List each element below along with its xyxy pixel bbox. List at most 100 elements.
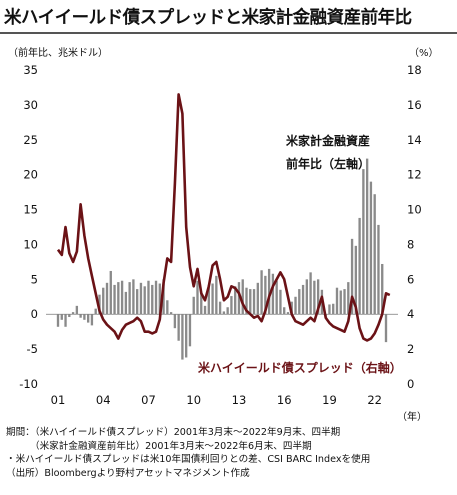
asset-growth-bar [237, 282, 241, 315]
asset-growth-bar [158, 283, 161, 315]
asset-growth-bar [222, 311, 226, 315]
asset-growth-bar [369, 181, 373, 315]
asset-growth-bar [313, 280, 316, 315]
title-divider [0, 32, 457, 34]
asset-growth-bar [94, 308, 97, 315]
asset-growth-bar [362, 169, 365, 315]
asset-growth-bar [64, 314, 67, 327]
left-tick-label: 10 [23, 237, 38, 251]
asset-growth-bar [245, 287, 248, 315]
asset-growth-bar [98, 294, 101, 315]
asset-growth-bar [90, 314, 94, 326]
asset-growth-bar [283, 307, 286, 315]
asset-growth-bar [384, 314, 388, 343]
asset-growth-bar [226, 307, 229, 315]
left-tick-label: 20 [23, 168, 38, 182]
x-tick-label: 13 [232, 393, 247, 407]
asset-growth-bar [286, 312, 290, 315]
asset-growth-bar [230, 296, 233, 315]
left-tick-label: 0 [31, 307, 38, 321]
asset-growth-bar [75, 305, 79, 315]
note-spread-definition: ・米ハイイールド債スプレッドは米10年国債利回りとの差、CSI BARC Ind… [6, 454, 371, 465]
left-tick-label: -5 [27, 342, 38, 356]
asset-growth-bar [305, 279, 308, 315]
asset-growth-bar [354, 245, 358, 315]
asset-growth-bar [132, 279, 135, 315]
left-tick-label: 30 [23, 98, 38, 112]
asset-growth-bar [196, 280, 199, 315]
x-tick-label: 16 [277, 393, 292, 407]
x-tick-label: 01 [51, 393, 66, 407]
asset-growth-bar [264, 275, 267, 315]
asset-growth-bar [267, 268, 271, 315]
asset-growth-bar [207, 284, 210, 315]
asset-growth-bar [332, 303, 335, 315]
asset-growth-bar [203, 305, 207, 315]
left-tick-label: 15 [23, 203, 38, 217]
asset-growth-bar [56, 314, 60, 327]
x-tick-label: 04 [96, 393, 111, 407]
asset-growth-bar [128, 282, 131, 315]
x-tick-label: 22 [367, 393, 382, 407]
asset-growth-bar [102, 287, 105, 315]
asset-growth-bar [113, 284, 116, 315]
note-period-spread: 期間：（米ハイイールド債スプレッド）2001年3月末～2022年9月末、四半期 [6, 427, 341, 438]
asset-growth-bar [241, 279, 244, 315]
asset-growth-bar [151, 284, 154, 315]
asset-growth-bar [147, 280, 150, 315]
asset-growth-bar [377, 224, 380, 315]
right-tick-label: 2 [407, 342, 414, 356]
asset-growth-bar [139, 282, 143, 315]
asset-growth-bar [185, 314, 188, 358]
asset-growth-bar [71, 312, 75, 315]
assets-annotation-line2: 前年比（左軸） [286, 157, 371, 171]
right-tick-label: 0 [407, 377, 414, 391]
asset-growth-bar [309, 272, 312, 315]
asset-growth-bar [177, 314, 180, 341]
asset-growth-bar [105, 282, 109, 315]
spread-annotation: 米ハイイールド債スプレッド（右軸） [198, 361, 402, 375]
left-tick-label: 25 [23, 133, 38, 147]
note-source: （出所）Bloombergより野村アセットマネジメント作成 [6, 467, 250, 479]
asset-growth-bar [218, 301, 222, 315]
asset-growth-bar [260, 270, 263, 315]
footnotes: 期間：（米ハイイールド債スプレッド）2001年3月末～2022年9月末、四半期 … [6, 426, 370, 480]
asset-growth-bar [271, 273, 275, 315]
asset-growth-bar [169, 312, 173, 315]
asset-growth-bar [298, 289, 301, 315]
asset-growth-bar [252, 289, 256, 315]
right-tick-label: 4 [407, 307, 414, 321]
left-tick-label: 5 [31, 272, 38, 286]
x-tick-label: 07 [141, 393, 156, 407]
right-tick-label: 8 [407, 237, 414, 251]
asset-growth-bar [373, 194, 376, 315]
asset-growth-bar [294, 296, 297, 315]
chart-title: 米ハイイールド債スプレッドと米家計金融資産前年比 [4, 8, 412, 28]
asset-growth-bar [143, 286, 146, 315]
note-period-assets: （米家計金融資産前年比）2001年3月末～2022年6月末、四半期 [6, 440, 312, 452]
asset-growth-bar [234, 286, 237, 315]
asset-growth-bar [181, 314, 184, 360]
right-axis-unit: （%） [409, 48, 439, 59]
asset-growth-bar [117, 282, 120, 315]
left-tick-label: 35 [23, 63, 38, 77]
asset-growth-bar [79, 314, 82, 318]
asset-growth-bar [343, 289, 346, 315]
asset-growth-bar [162, 279, 165, 315]
assets-annotation-line1: 米家計金融資産 [286, 134, 371, 148]
x-axis-unit: （年） [397, 412, 427, 423]
spread-line [56, 93, 391, 342]
asset-growth-bar [211, 283, 214, 315]
asset-growth-bar [339, 290, 342, 315]
asset-growth-bar [290, 301, 293, 315]
asset-growth-bar [109, 270, 112, 315]
x-tick-label: 19 [322, 393, 337, 407]
asset-growth-bar [120, 280, 124, 315]
asset-growth-bar [301, 284, 305, 315]
asset-growth-bar [166, 300, 169, 315]
asset-growth-bar [279, 289, 282, 315]
asset-growth-bar [249, 289, 252, 315]
asset-growth-bar [215, 275, 218, 315]
asset-growth-bar [316, 279, 320, 315]
